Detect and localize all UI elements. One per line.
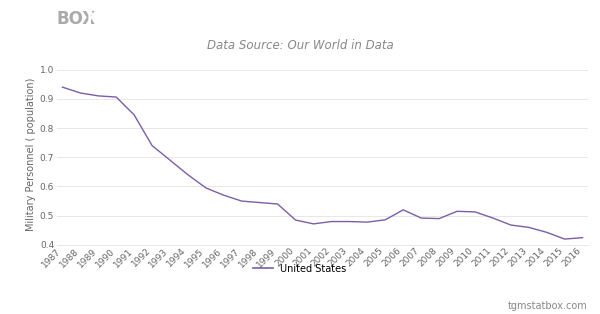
Text: tgmstatbox.com: tgmstatbox.com	[508, 301, 588, 311]
Text: BOX: BOX	[57, 9, 96, 28]
Legend: United States: United States	[250, 260, 350, 278]
Text: Data Source: Our World in Data: Data Source: Our World in Data	[206, 39, 394, 51]
Text: ◆: ◆	[6, 9, 19, 28]
Text: Military Personnel as a Percentage of Population in United States, 1987–2016: Military Personnel as a Percentage of Po…	[87, 11, 600, 26]
Text: STAT: STAT	[27, 9, 72, 28]
Y-axis label: Military Personnel ( population): Military Personnel ( population)	[26, 78, 35, 231]
